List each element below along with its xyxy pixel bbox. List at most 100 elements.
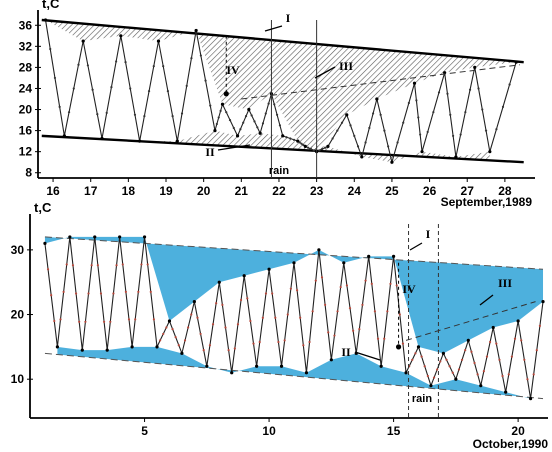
daily-max-point [516,319,520,323]
curve-tick [520,339,523,342]
curve-tick [417,116,420,119]
curve-tick [389,282,392,285]
curve-tick [253,120,256,123]
y-tick-label: 8 [25,166,32,180]
curve-tick [387,145,390,148]
curve-tick [46,268,50,271]
daily-min-point [130,345,134,349]
curve-tick [228,118,232,122]
curve-tick [190,313,193,316]
curve-tick [485,355,489,358]
daily-max-point [441,351,446,355]
y-tick-label: 16 [19,124,33,138]
curve-tick [166,90,169,93]
curve-tick [324,303,327,306]
curve-tick [321,147,324,151]
curve-tick [183,339,187,342]
daily-max-point [142,235,147,239]
chart-caption: October,1990 [473,437,549,451]
daily-min-point [429,384,433,388]
curve-tick [273,103,276,106]
curve-tick [439,360,442,363]
daily-max-point [81,39,85,43]
curve-tick [361,303,364,306]
curve-tick [105,111,108,114]
daily-min-point [390,160,394,164]
curve-tick [278,124,282,127]
curve-tick [258,340,261,344]
daily-max-point [466,338,470,342]
min-envelope-band [64,130,490,163]
y-tick-label: 12 [19,145,33,159]
curve-tick [318,149,321,152]
x-tick-label: 22 [272,184,286,198]
chart-panel-september-1989: 8 12 16 20 24 28 32 36 16 17 18 19 20 21 22 23 24 25 26 27 2… [19,0,535,209]
daily-min-point [205,364,209,368]
curve-tick [383,129,386,132]
label-i-leader [264,25,283,32]
curve-tick [451,371,454,374]
curve-tick [180,112,184,115]
curve-tick [477,87,480,90]
y-tick-label: 36 [19,18,33,32]
y-axis-title: t,C [42,0,60,11]
curve-tick [72,87,75,90]
curve-tick [401,342,405,345]
curve-tick [65,263,68,266]
daily-min-point [258,131,262,135]
daily-max-point [43,18,48,22]
curve-tick [501,105,505,108]
curve-tick [187,326,190,329]
daily-min-point [303,144,307,148]
y-tick-label: 24 [19,81,33,95]
curve-tick [249,319,252,323]
curve-tick [352,329,355,332]
y-tick-label: 32 [19,39,33,53]
trend-line-iii [241,64,521,100]
curve-tick [508,83,511,86]
daily-max-point [514,60,518,64]
x-tick-label: 17 [84,184,98,198]
curve-tick [190,57,193,60]
trend-line-iii [405,301,536,341]
curve-tick [96,264,99,267]
curve-tick [62,290,65,293]
curve-tick [199,54,202,57]
curve-tick [133,113,137,116]
curve-tick [415,99,418,102]
curve-tick [464,111,467,114]
max-envelope-band [45,20,517,152]
curve-tick [165,326,168,329]
curve-tick [314,279,317,282]
curve-tick [339,285,342,289]
daily-min-point [155,345,159,349]
curve-tick [457,368,461,371]
y-axis-title: t,C [34,200,52,215]
curve-tick [78,320,81,323]
y-tick-label: 10 [11,372,25,386]
curve-tick [217,116,220,119]
curve-tick [152,318,155,321]
curve-tick [74,292,78,295]
curve-tick [446,92,449,95]
daily-max-point [119,34,123,38]
daily-max-point [167,319,172,323]
curve-tick [420,355,423,358]
curve-tick [423,365,426,368]
daily-min-point [138,139,142,143]
curve-tick [277,340,280,344]
curve-tick [274,316,277,319]
x-tick-label: 15 [387,424,401,438]
x-tick-label: 24 [348,184,362,198]
curve-tick [162,332,165,336]
curve-tick [202,349,205,352]
curve-tick [162,64,165,68]
curve-tick [535,349,538,352]
curve-tick [271,292,274,295]
daily-min-point [213,129,217,133]
curve-tick [538,324,542,327]
curve-tick [432,111,435,114]
curve-tick [177,344,180,347]
